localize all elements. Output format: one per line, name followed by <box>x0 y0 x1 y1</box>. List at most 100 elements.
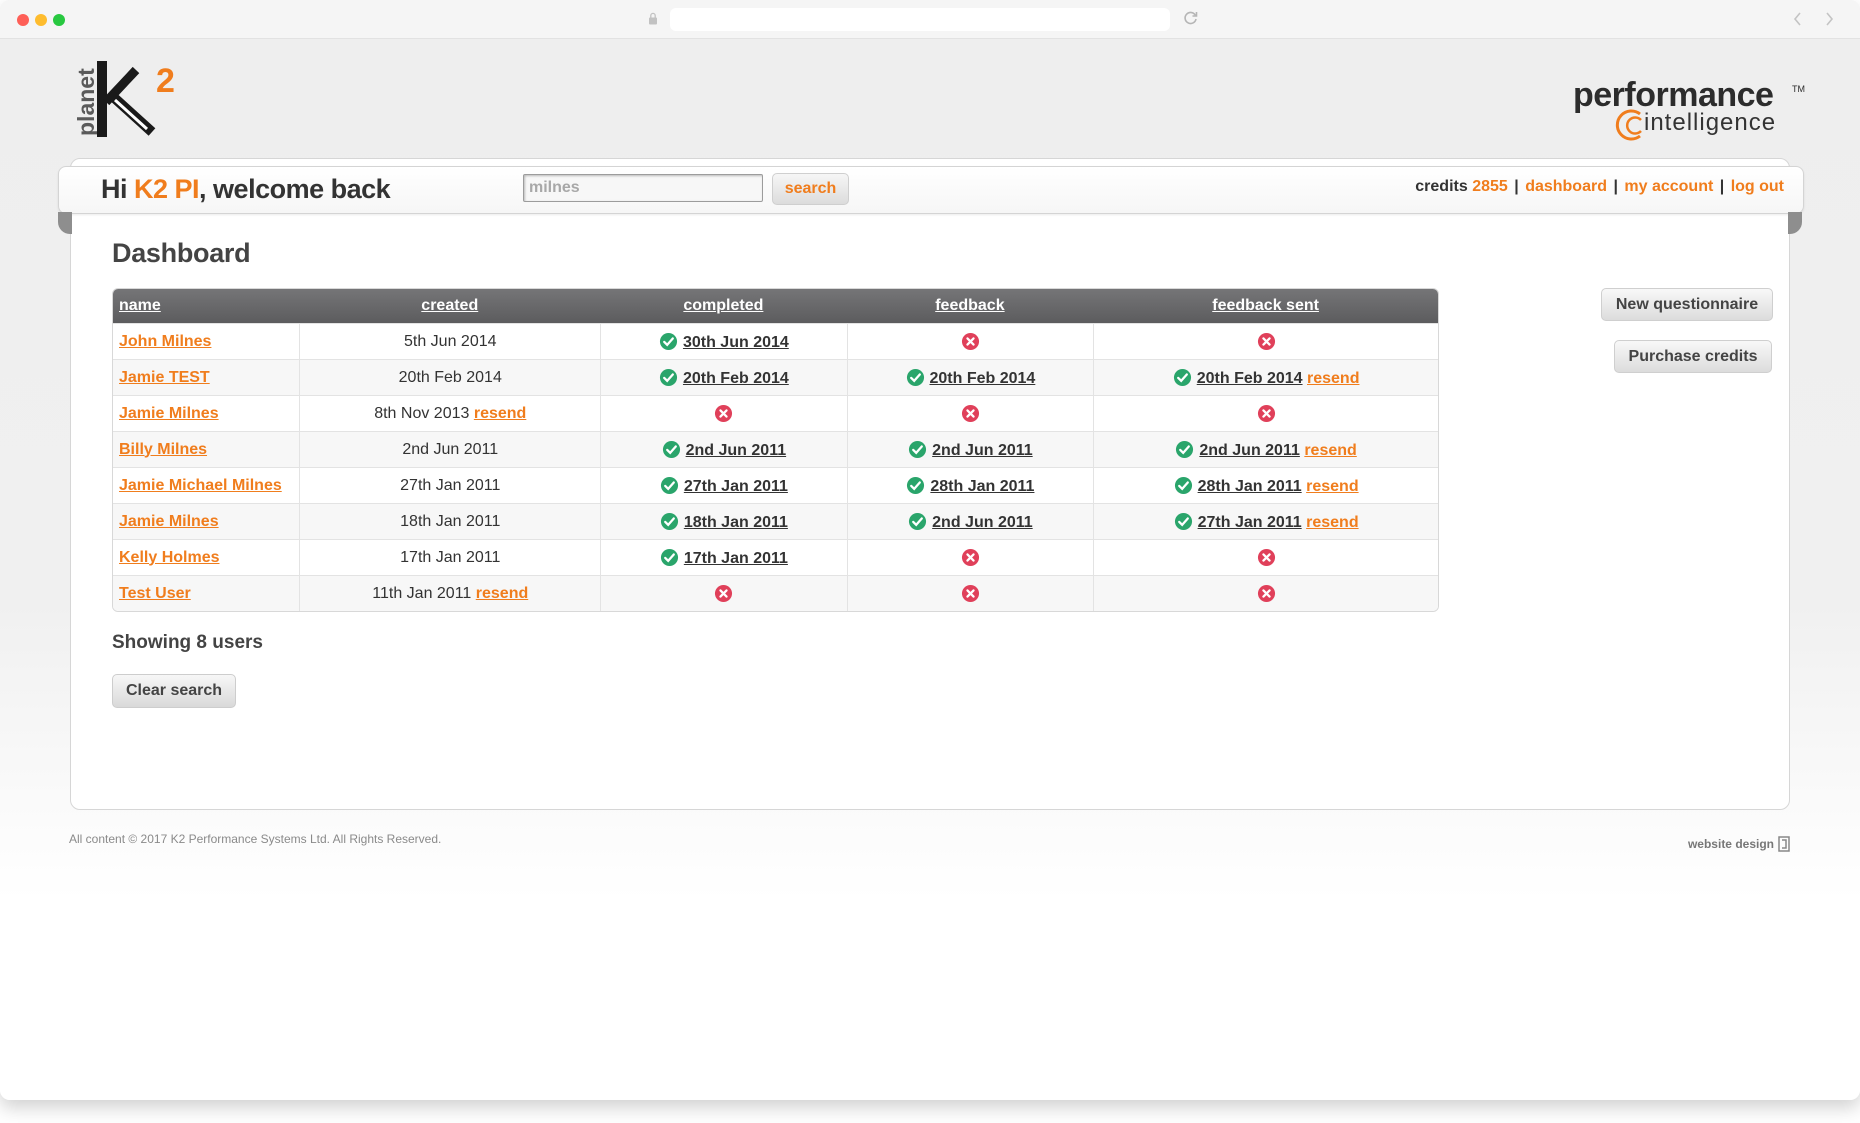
check-icon <box>662 440 680 458</box>
column-header-feedback-sent[interactable]: feedback sent <box>1093 289 1438 323</box>
cell-completed <box>600 395 847 431</box>
user-name-link[interactable]: Kelly Holmes <box>119 548 220 566</box>
cell-completed: 17th Jan 2011 <box>600 539 847 575</box>
completed-date-link[interactable]: 17th Jan 2011 <box>683 549 788 567</box>
cell-created: 20th Feb 2014 <box>299 359 601 395</box>
welcome-message: Hi K2 PI, welcome back <box>101 174 391 205</box>
user-name-link[interactable]: Jamie Milnes <box>119 404 219 422</box>
completed-date-link[interactable]: 27th Jan 2011 <box>683 477 788 495</box>
table-header-row: name created completed feedback feedback… <box>113 289 1438 323</box>
cell-feedback-sent <box>1093 539 1438 575</box>
cell-name: Jamie TEST <box>113 359 300 395</box>
resend-link[interactable]: resend <box>1306 477 1359 495</box>
column-header-created[interactable]: created <box>299 289 601 323</box>
lock-icon <box>649 12 657 25</box>
address-bar[interactable] <box>670 8 1170 31</box>
designer-logo-icon <box>1778 836 1790 852</box>
cell-completed: 27th Jan 2011 <box>600 467 847 503</box>
cell-feedback-sent: 20th Feb 2014 resend <box>1093 359 1438 395</box>
clear-search-button[interactable]: Clear search <box>112 674 236 708</box>
cell-feedback-sent: 27th Jan 2011 resend <box>1093 503 1438 539</box>
user-name-link[interactable]: Jamie TEST <box>119 368 210 386</box>
user-name-link[interactable]: Billy Milnes <box>119 440 208 458</box>
feedback-date-link[interactable]: 2nd Jun 2011 <box>932 441 1033 459</box>
back-arrow-icon[interactable] <box>1791 10 1805 28</box>
completed-date-link[interactable]: 18th Jan 2011 <box>683 513 788 531</box>
completed-date-link[interactable]: 2nd Jun 2011 <box>685 441 787 459</box>
cross-icon <box>715 584 733 602</box>
page-title: Dashboard <box>112 238 251 268</box>
check-icon <box>1173 368 1191 386</box>
feedback-date-link[interactable]: 2nd Jun 2011 <box>932 513 1033 531</box>
feedback-date-link[interactable]: 20th Feb 2014 <box>929 369 1036 387</box>
resend-link[interactable]: resend <box>473 404 527 422</box>
cell-feedback-sent: 28th Jan 2011 resend <box>1093 467 1438 503</box>
resend-link[interactable]: resend <box>1307 369 1360 387</box>
user-name-link[interactable]: Jamie Milnes <box>119 512 219 530</box>
greeting-prefix: Hi <box>101 174 128 204</box>
check-icon <box>660 548 678 566</box>
cell-completed: 2nd Jun 2011 <box>600 431 847 467</box>
dashboard-link[interactable]: dashboard <box>1525 178 1607 195</box>
resend-link[interactable]: resend <box>475 584 529 602</box>
search-input[interactable] <box>523 174 763 202</box>
created-date: 11th Jan 2011 <box>372 584 472 602</box>
reload-icon[interactable] <box>1182 9 1200 27</box>
column-header-name[interactable]: name <box>113 289 300 323</box>
log-out-link[interactable]: log out <box>1730 178 1784 195</box>
cell-feedback-sent <box>1093 323 1438 359</box>
feedback-date-link[interactable]: 28th Jan 2011 <box>930 477 1035 495</box>
planet-k2-logo[interactable]: planet 2 <box>72 60 187 140</box>
search-button[interactable]: search <box>772 173 849 205</box>
check-icon <box>1174 476 1192 494</box>
completed-date-link[interactable]: 30th Jun 2014 <box>682 333 789 351</box>
new-questionnaire-button[interactable]: New questionnaire <box>1601 288 1773 321</box>
feedback-sent-date-link[interactable]: 28th Jan 2011 <box>1197 477 1302 495</box>
cell-completed: 20th Feb 2014 <box>600 359 847 395</box>
minimize-window-button[interactable] <box>35 14 47 26</box>
svg-text:2: 2 <box>156 62 175 100</box>
user-name-link[interactable]: Test User <box>119 584 191 602</box>
cell-feedback-sent: 2nd Jun 2011 resend <box>1093 431 1438 467</box>
column-header-completed[interactable]: completed <box>600 289 847 323</box>
purchase-credits-button[interactable]: Purchase credits <box>1614 340 1772 373</box>
forward-arrow-icon[interactable] <box>1822 10 1836 28</box>
cell-feedback: 20th Feb 2014 <box>846 359 1094 395</box>
completed-date-link[interactable]: 20th Feb 2014 <box>682 369 789 387</box>
performance-intelligence-logo[interactable]: performance TM intelligence <box>1570 78 1805 142</box>
feedback-sent-date-link[interactable]: 27th Jan 2011 <box>1197 513 1302 531</box>
cell-name: Jamie Michael Milnes <box>113 467 300 503</box>
maximize-window-button[interactable] <box>53 14 65 26</box>
svg-text:planet: planet <box>73 68 99 136</box>
cell-feedback: 28th Jan 2011 <box>846 467 1094 503</box>
table-row: Test User 11th Jan 2011 resend <box>113 575 1438 611</box>
user-name-link[interactable]: John Milnes <box>119 332 212 350</box>
cell-created: 8th Nov 2013 resend <box>299 395 601 431</box>
cell-name: Jamie Milnes <box>113 503 300 539</box>
close-window-button[interactable] <box>17 14 29 26</box>
created-date: 2nd Jun 2011 <box>402 440 499 458</box>
browser-titlebar <box>0 0 1860 39</box>
table-row: Jamie Michael Milnes 27th Jan 2011 27th Ja… <box>113 467 1438 503</box>
table-row: Jamie Milnes 8th Nov 2013 resend <box>113 395 1438 431</box>
check-icon <box>906 368 924 386</box>
cross-icon <box>961 584 979 602</box>
table-row: Kelly Holmes 17th Jan 2011 17th Jan 2011 <box>113 539 1438 575</box>
my-account-link[interactable]: my account <box>1624 178 1714 195</box>
table-row: Billy Milnes 2nd Jun 2011 2nd Jun 2011 2nd … <box>113 431 1438 467</box>
feedback-sent-date-link[interactable]: 20th Feb 2014 <box>1196 369 1303 387</box>
user-name-link[interactable]: Jamie Michael Milnes <box>119 476 282 494</box>
resend-link[interactable]: resend <box>1306 513 1359 531</box>
cell-feedback <box>846 395 1094 431</box>
website-design-credit[interactable]: website design <box>1688 836 1790 852</box>
resend-link[interactable]: resend <box>1304 441 1357 459</box>
cell-feedback-sent <box>1093 575 1438 611</box>
table-row: Jamie TEST 20th Feb 2014 20th Feb 2014 20th… <box>113 359 1438 395</box>
svg-text:intelligence: intelligence <box>1644 109 1776 136</box>
created-date: 20th Feb 2014 <box>398 368 502 386</box>
header-bar-right-tab <box>1788 212 1802 234</box>
column-header-feedback[interactable]: feedback <box>846 289 1094 323</box>
created-date: 5th Jun 2014 <box>403 332 497 350</box>
feedback-sent-date-link[interactable]: 2nd Jun 2011 <box>1199 441 1300 459</box>
cell-name: John Milnes <box>113 323 300 359</box>
